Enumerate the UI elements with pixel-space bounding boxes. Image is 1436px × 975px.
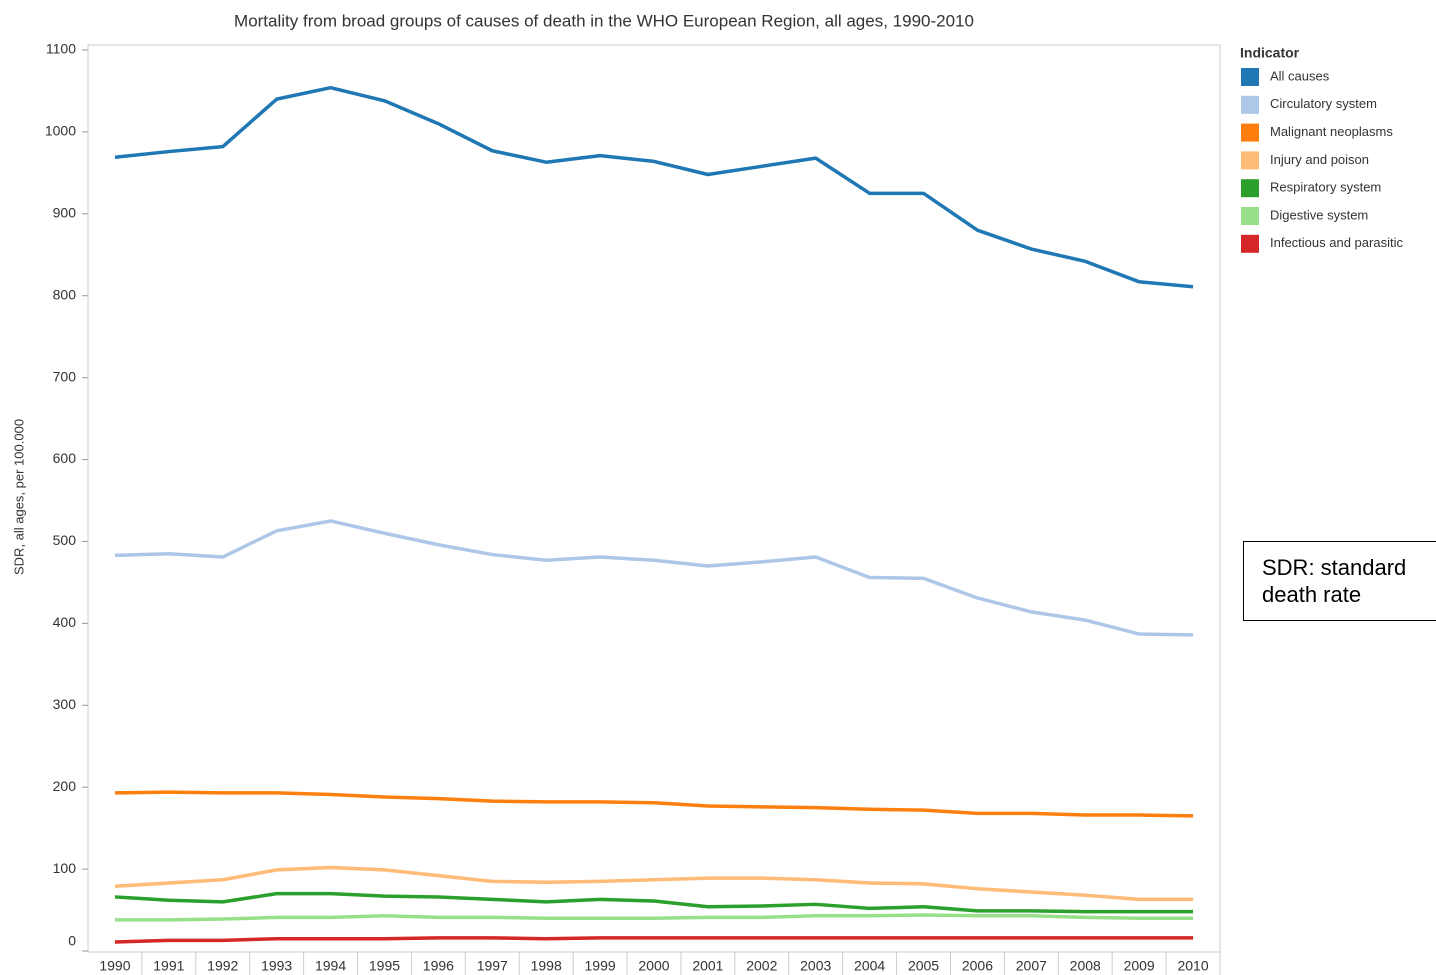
y-tick-label: 800 <box>53 286 77 302</box>
series-line <box>114 891 1194 914</box>
legend-label: Respiratory system <box>1270 180 1381 195</box>
x-tick-label: 2007 <box>1016 958 1047 974</box>
x-tick-label: 1997 <box>477 958 508 974</box>
y-tick-label: 200 <box>53 778 77 794</box>
x-tick-label: 2004 <box>854 958 885 974</box>
series-line <box>114 790 1194 818</box>
x-tick-label: 1994 <box>315 958 346 974</box>
series-line <box>114 85 1194 289</box>
plot-frame <box>87 44 1221 953</box>
legend-swatch <box>1241 207 1259 225</box>
x-tick-label: 2005 <box>908 958 939 974</box>
y-tick-label: 1000 <box>45 123 76 139</box>
x-tick-label: 1999 <box>585 958 616 974</box>
legend-swatch <box>1241 123 1259 142</box>
series-line <box>114 519 1194 637</box>
legend-label: Malignant neoplasms <box>1270 124 1393 139</box>
x-tick-label: 2003 <box>800 958 831 974</box>
legend-swatch <box>1241 151 1259 170</box>
series-line <box>114 865 1194 902</box>
x-tick-label: 1995 <box>369 958 400 974</box>
y-tick-label: 0 <box>68 933 76 949</box>
x-tick-label: 1991 <box>153 958 184 974</box>
legend-swatch <box>1241 179 1259 198</box>
legend-label: Circulatory system <box>1270 96 1377 111</box>
x-tick-label: 2009 <box>1124 958 1155 974</box>
y-tick-label: 700 <box>53 368 77 384</box>
legend-swatch <box>1241 95 1259 114</box>
x-tick-label: 1990 <box>99 958 130 974</box>
x-tick-label: 1996 <box>423 958 454 974</box>
legend-title: Indicator <box>1240 45 1300 61</box>
series-line <box>114 913 1194 922</box>
x-tick-label: 1998 <box>531 958 562 974</box>
y-tick-label: 300 <box>53 696 77 712</box>
y-tick-label: 900 <box>53 205 77 221</box>
x-tick-label: 1993 <box>261 958 292 974</box>
y-tick-label: 400 <box>53 614 77 630</box>
legend-label: Infectious and parasitic <box>1270 235 1403 250</box>
y-tick-label: 600 <box>53 450 77 466</box>
y-tick-label: 100 <box>53 860 77 876</box>
annotation: SDR: standard death rate <box>1243 541 1436 621</box>
x-tick-label: 1992 <box>207 958 238 974</box>
series-line <box>114 936 1194 944</box>
legend-swatch <box>1241 234 1259 253</box>
x-tick-label: 2001 <box>692 958 723 974</box>
legend-label: All causes <box>1270 68 1330 83</box>
x-tick-label: 2006 <box>962 958 993 974</box>
chart-title: Mortality from broad groups of causes of… <box>234 11 974 30</box>
y-tick-label: 1100 <box>46 41 76 57</box>
legend-label: Digestive system <box>1270 207 1368 222</box>
x-tick-label: 2000 <box>638 958 669 974</box>
x-tick-label: 2008 <box>1070 958 1101 974</box>
y-axis-label: SDR, all ages, per 100.000 <box>11 419 26 575</box>
x-tick-label: 2002 <box>746 958 777 974</box>
x-tick-label: 2010 <box>1177 958 1208 974</box>
legend-swatch <box>1241 68 1259 86</box>
legend-label: Injury and poison <box>1270 152 1369 167</box>
y-tick-label: 500 <box>53 532 77 548</box>
